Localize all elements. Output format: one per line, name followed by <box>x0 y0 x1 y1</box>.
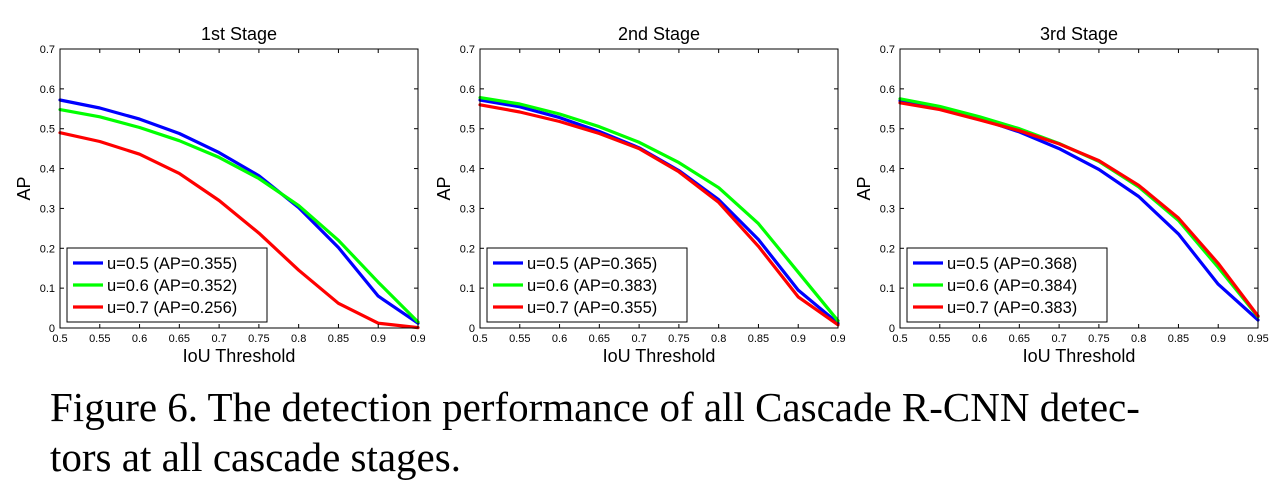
x-tick-label: 0.85 <box>1168 333 1189 345</box>
x-tick-label: 0.5 <box>52 333 67 345</box>
chart-title: 3rd Stage <box>1040 24 1118 44</box>
axes-box <box>899 48 1259 329</box>
x-tick-label: 0.75 <box>668 333 689 345</box>
chart-title: 2nd Stage <box>618 24 700 44</box>
y-tick-label: 0.6 <box>40 84 55 96</box>
legend-label-1: u=0.5 (AP=0.365) <box>527 255 657 273</box>
legend: u=0.5 (AP=0.368) u=0.6 (AP=0.384) u=0.7 (A… <box>906 247 1108 323</box>
y-tick-label: 0 <box>469 323 475 335</box>
legend-label-2: u=0.6 (AP=0.384) <box>947 277 1077 295</box>
x-tick-label: 0.6 <box>972 333 987 345</box>
y-tick-label: 0.7 <box>40 44 55 56</box>
y-tick-label: 0.4 <box>460 164 475 176</box>
x-tick-label: 0.9 <box>791 333 806 345</box>
y-tick-label: 0.6 <box>880 84 895 96</box>
x-tick-label: 0.9 <box>1211 333 1226 345</box>
caption-line-1: Figure 6. The detection performance of a… <box>50 384 1140 430</box>
chart-panel-3: 0.5 0.55 0.6 0.65 0.7 0.75 0.8 0.85 0.9 0.95 0 0.1 0… <box>854 24 1269 366</box>
x-tick-label: 0.65 <box>589 333 610 345</box>
y-tick-label: 0.5 <box>880 124 895 136</box>
x-axis-label: IoU Threshold <box>1023 346 1136 366</box>
legend-label-1: u=0.5 (AP=0.355) <box>107 255 237 273</box>
x-tick-label: 0.7 <box>1051 333 1066 345</box>
series-line-3 <box>478 103 840 327</box>
series-line-1 <box>58 98 420 325</box>
y-tick-label: 0.3 <box>40 203 55 215</box>
y-tick-label: 0.3 <box>460 203 475 215</box>
axes-box <box>479 48 839 329</box>
x-tick-label: 0.9 <box>830 333 845 345</box>
x-axis-label: IoU Threshold <box>183 346 296 366</box>
x-tick-label: 0.6 <box>132 333 147 345</box>
legend-label-2: u=0.6 (AP=0.352) <box>107 277 237 295</box>
y-tick-label: 0.2 <box>880 243 895 255</box>
y-tick-label: 0.5 <box>40 124 55 136</box>
chart-panel-1: 0.5 0.55 0.6 0.65 0.7 0.75 0.8 0.85 0.9 0.9 0 0.1 0.… <box>14 24 426 366</box>
x-tick-label: 0.85 <box>328 333 349 345</box>
x-tick-label: 0.75 <box>248 333 269 345</box>
y-tick-label: 0.1 <box>40 283 55 295</box>
legend-label-3: u=0.7 (AP=0.355) <box>527 299 657 317</box>
axes-box <box>59 48 419 329</box>
y-tick-label: 0.5 <box>460 124 475 136</box>
legend-label-2: u=0.6 (AP=0.383) <box>527 277 657 295</box>
x-tick-label: 0.5 <box>472 333 487 345</box>
series-line-3 <box>58 131 420 330</box>
x-tick-label: 0.7 <box>211 333 226 345</box>
charts-figure: 0.5 0.55 0.6 0.65 0.7 0.75 0.8 0.85 0.9 0.900.10.… <box>14 24 1269 366</box>
legend-label-3: u=0.7 (AP=0.256) <box>107 299 237 317</box>
series-line-2 <box>58 107 420 324</box>
y-axis-label: AP <box>434 176 454 200</box>
x-tick-label: 0.85 <box>748 333 769 345</box>
x-axis-label: IoU Threshold <box>603 346 716 366</box>
y-tick-label: 0 <box>49 323 55 335</box>
x-tick-label: 0.8 <box>711 333 726 345</box>
x-tick-label: 0.9 <box>410 333 425 345</box>
x-tick-label: 0.6 <box>552 333 567 345</box>
y-tick-label: 0.1 <box>880 283 895 295</box>
y-tick-label: 0.4 <box>40 164 55 176</box>
y-axis-label: AP <box>14 176 34 200</box>
x-tick-label: 0.8 <box>1131 333 1146 345</box>
x-tick-label: 0.55 <box>509 333 530 345</box>
y-axis-label: AP <box>854 176 874 200</box>
x-tick-label: 0.65 <box>169 333 190 345</box>
x-tick-label: 0.95 <box>1247 333 1268 345</box>
y-tick-label: 0.1 <box>460 283 475 295</box>
caption-line-2: tors at all cascade stages. <box>50 434 461 480</box>
chart-panel-2: 0.5 0.55 0.6 0.65 0.7 0.75 0.8 0.85 0.9 0.9 0 0.1 0.… <box>434 24 846 366</box>
legend-label-1: u=0.5 (AP=0.368) <box>947 255 1077 273</box>
legend-label-3: u=0.7 (AP=0.383) <box>947 299 1077 317</box>
series-line-2 <box>478 95 840 323</box>
series-line-3 <box>898 101 1260 318</box>
x-tick-label: 0.5 <box>892 333 907 345</box>
y-tick-label: 0.7 <box>460 44 475 56</box>
y-tick-label: 0.7 <box>880 44 895 56</box>
x-tick-label: 0.65 <box>1009 333 1030 345</box>
x-tick-label: 0.75 <box>1088 333 1109 345</box>
chart-title: 1st Stage <box>201 24 277 44</box>
y-tick-label: 0.2 <box>40 243 55 255</box>
x-tick-label: 0.7 <box>631 333 646 345</box>
legend: u=0.5 (AP=0.365) u=0.6 (AP=0.383) u=0.7 (A… <box>486 247 688 323</box>
y-tick-label: 0.4 <box>880 164 895 176</box>
legend: u=0.5 (AP=0.355) u=0.6 (AP=0.352) u=0.7 (A… <box>66 247 268 323</box>
figure-caption: Figure 6. The detection performance of a… <box>50 382 1260 482</box>
y-tick-label: 0.2 <box>460 243 475 255</box>
x-tick-label: 0.55 <box>929 333 950 345</box>
x-tick-label: 0.55 <box>89 333 110 345</box>
x-tick-label: 0.8 <box>291 333 306 345</box>
y-tick-label: 0 <box>889 323 895 335</box>
y-tick-label: 0.3 <box>880 203 895 215</box>
x-tick-label: 0.9 <box>371 333 386 345</box>
y-tick-label: 0.6 <box>460 84 475 96</box>
